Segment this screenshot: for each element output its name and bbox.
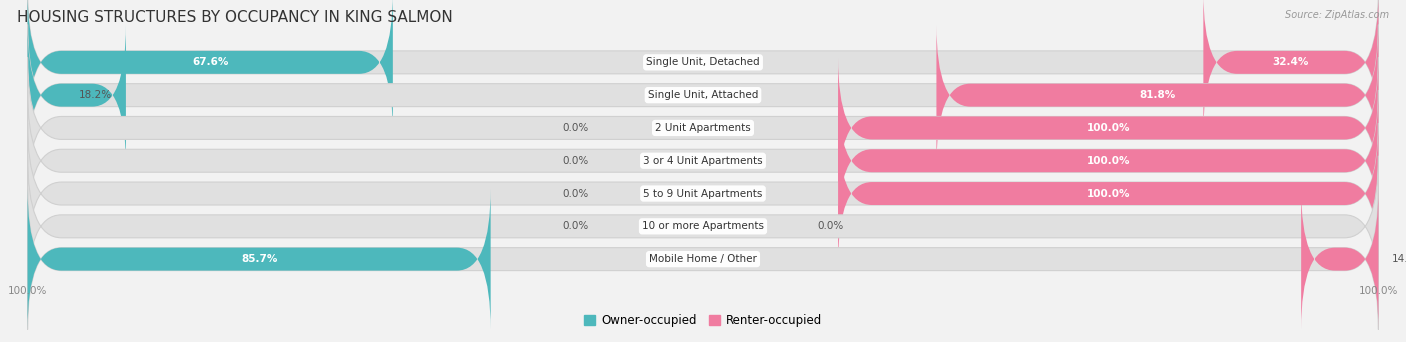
- Text: 0.0%: 0.0%: [562, 156, 588, 166]
- FancyBboxPatch shape: [936, 25, 1378, 166]
- FancyBboxPatch shape: [838, 57, 1378, 198]
- Text: 81.8%: 81.8%: [1139, 90, 1175, 100]
- Text: 0.0%: 0.0%: [562, 188, 588, 199]
- Text: Mobile Home / Other: Mobile Home / Other: [650, 254, 756, 264]
- Text: 2 Unit Apartments: 2 Unit Apartments: [655, 123, 751, 133]
- FancyBboxPatch shape: [28, 90, 1378, 231]
- Text: Source: ZipAtlas.com: Source: ZipAtlas.com: [1285, 10, 1389, 20]
- Text: 10 or more Apartments: 10 or more Apartments: [643, 221, 763, 231]
- FancyBboxPatch shape: [28, 123, 1378, 264]
- FancyBboxPatch shape: [28, 189, 1378, 330]
- Legend: Owner-occupied, Renter-occupied: Owner-occupied, Renter-occupied: [583, 314, 823, 327]
- FancyBboxPatch shape: [28, 189, 491, 330]
- FancyBboxPatch shape: [28, 25, 127, 166]
- FancyBboxPatch shape: [28, 57, 1378, 198]
- FancyBboxPatch shape: [28, 0, 392, 133]
- FancyBboxPatch shape: [28, 156, 1378, 297]
- FancyBboxPatch shape: [28, 25, 1378, 166]
- Text: 0.0%: 0.0%: [562, 123, 588, 133]
- Text: 3 or 4 Unit Apartments: 3 or 4 Unit Apartments: [643, 156, 763, 166]
- Text: 100.0%: 100.0%: [1087, 156, 1130, 166]
- Text: 14.3%: 14.3%: [1392, 254, 1406, 264]
- FancyBboxPatch shape: [838, 90, 1378, 231]
- Text: Single Unit, Detached: Single Unit, Detached: [647, 57, 759, 67]
- FancyBboxPatch shape: [838, 123, 1378, 264]
- Text: 18.2%: 18.2%: [79, 90, 112, 100]
- FancyBboxPatch shape: [1204, 0, 1378, 133]
- Text: 0.0%: 0.0%: [818, 221, 844, 231]
- Text: 32.4%: 32.4%: [1272, 57, 1309, 67]
- Text: 85.7%: 85.7%: [240, 254, 277, 264]
- FancyBboxPatch shape: [1301, 189, 1378, 330]
- Text: HOUSING STRUCTURES BY OCCUPANCY IN KING SALMON: HOUSING STRUCTURES BY OCCUPANCY IN KING …: [17, 10, 453, 25]
- Text: 0.0%: 0.0%: [562, 221, 588, 231]
- Text: 5 to 9 Unit Apartments: 5 to 9 Unit Apartments: [644, 188, 762, 199]
- FancyBboxPatch shape: [28, 0, 1378, 133]
- Text: 67.6%: 67.6%: [193, 57, 228, 67]
- Text: Single Unit, Attached: Single Unit, Attached: [648, 90, 758, 100]
- Text: 100.0%: 100.0%: [1087, 123, 1130, 133]
- Text: 100.0%: 100.0%: [1087, 188, 1130, 199]
